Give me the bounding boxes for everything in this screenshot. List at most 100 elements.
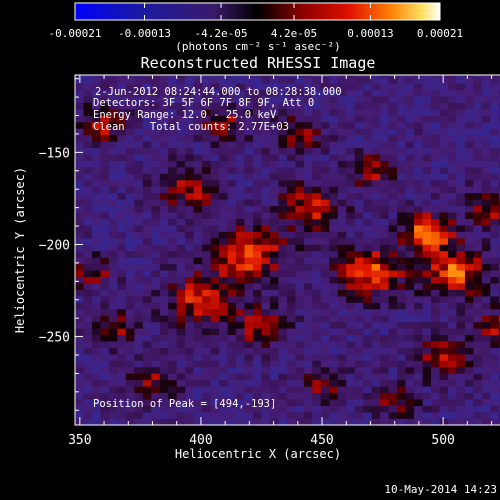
- heatmap-cell: [202, 379, 211, 387]
- heatmap-cell: [91, 412, 101, 419]
- heatmap-cell: [312, 75, 322, 78]
- heatmap-cell: [388, 147, 398, 155]
- heatmap-cell: [464, 134, 474, 142]
- heatmap-cell: [193, 373, 203, 381]
- heatmap-cell: [91, 192, 101, 200]
- heatmap-cell: [83, 341, 93, 348]
- heatmap-cell: [464, 257, 474, 265]
- heatmap-cell: [422, 154, 432, 161]
- heatmap-cell: [134, 315, 144, 323]
- heatmap-cell: [414, 366, 423, 374]
- heatmap-cell: [269, 399, 279, 406]
- heatmap-cell: [244, 160, 254, 168]
- heatmap-cell: [431, 238, 440, 245]
- heatmap-cell: [337, 379, 347, 387]
- heatmap-cell: [261, 134, 271, 142]
- heatmap-cell: [83, 392, 93, 400]
- heatmap-cell: [83, 328, 93, 336]
- heatmap-cell: [244, 257, 254, 265]
- heatmap-cell: [490, 115, 500, 123]
- heatmap-cell: [354, 302, 364, 310]
- heatmap-cell: [337, 173, 347, 181]
- heatmap-cell: [380, 186, 389, 194]
- heatmap-cell: [125, 308, 135, 316]
- heatmap-cell: [464, 205, 474, 213]
- heatmap-cell: [346, 102, 356, 110]
- heatmap-cell: [168, 96, 178, 103]
- heatmap-cell: [422, 289, 432, 297]
- heatmap-cell: [159, 147, 169, 155]
- heatmap-cell: [371, 75, 381, 78]
- heatmap-cell: [405, 199, 415, 207]
- heatmap-cell: [363, 399, 372, 406]
- heatmap-cell: [456, 386, 466, 394]
- heatmap-cell: [295, 180, 305, 187]
- heatmap-cell: [236, 192, 245, 200]
- heatmap-cell: [278, 334, 288, 342]
- heatmap-cell: [481, 347, 491, 355]
- heatmap-cell: [185, 167, 194, 174]
- heatmap-cell: [269, 121, 279, 129]
- heatmap-cell: [286, 405, 296, 413]
- heatmap-cell: [431, 115, 440, 123]
- heatmap-cell: [312, 405, 322, 413]
- heatmap-cell: [142, 115, 152, 123]
- heatmap-cell: [83, 134, 93, 142]
- heatmap-cell: [210, 154, 220, 161]
- heatmap-cell: [490, 347, 500, 355]
- heatmap-cell: [422, 399, 432, 406]
- heatmap-cell: [75, 134, 84, 142]
- heatmap-cell: [261, 96, 271, 103]
- heatmap-cell: [83, 399, 93, 406]
- heatmap-cell: [227, 238, 237, 245]
- heatmap-cell: [193, 354, 203, 361]
- heatmap-cell: [261, 186, 271, 194]
- heatmap-cell: [329, 109, 339, 116]
- heatmap-cell: [142, 257, 152, 265]
- heatmap-cell: [236, 399, 245, 406]
- heatmap-cell: [303, 270, 313, 278]
- heatmap-cell: [464, 173, 474, 181]
- heatmap-cell: [431, 328, 440, 336]
- heatmap-cell: [286, 102, 296, 110]
- heatmap-cell: [405, 160, 415, 168]
- heatmap-cell: [447, 373, 457, 381]
- heatmap-cell: [456, 76, 466, 84]
- heatmap-cell: [456, 283, 466, 290]
- heatmap-cell: [329, 238, 339, 245]
- heatmap-cell: [286, 76, 296, 84]
- heatmap-cell: [286, 341, 296, 348]
- heatmap-cell: [202, 392, 211, 400]
- heatmap-cell: [125, 205, 135, 213]
- heatmap-cell: [397, 89, 406, 97]
- heatmap-cell: [185, 289, 194, 297]
- heatmap-cell: [210, 76, 220, 84]
- heatmap-cell: [134, 218, 144, 226]
- heatmap-cell: [320, 128, 330, 136]
- heatmap-cell: [286, 89, 296, 97]
- heatmap-cell: [168, 192, 178, 200]
- heatmap-cell: [236, 238, 245, 245]
- heatmap-cell: [168, 405, 178, 413]
- heatmap-cell: [312, 173, 322, 181]
- heatmap-cell: [337, 263, 347, 271]
- heatmap-cell: [414, 199, 423, 207]
- heatmap-cell: [397, 231, 406, 239]
- heatmap-cell: [337, 83, 347, 91]
- heatmap-cell: [261, 334, 271, 342]
- heatmap-cell: [473, 283, 483, 290]
- heatmap-cell: [354, 76, 364, 84]
- heatmap-cell: [91, 302, 101, 310]
- heatmap-cell: [269, 160, 279, 168]
- heatmap-cell: [134, 205, 144, 213]
- heatmap-cell: [303, 186, 313, 194]
- heatmap-cell: [261, 76, 271, 84]
- heatmap-cell: [244, 180, 254, 187]
- heatmap-cell: [371, 147, 381, 155]
- heatmap-cell: [219, 244, 228, 252]
- heatmap-cell: [312, 218, 322, 226]
- heatmap-cell: [176, 186, 186, 194]
- heatmap-cell: [185, 392, 194, 400]
- heatmap-cell: [159, 373, 169, 381]
- heatmap-cell: [303, 147, 313, 155]
